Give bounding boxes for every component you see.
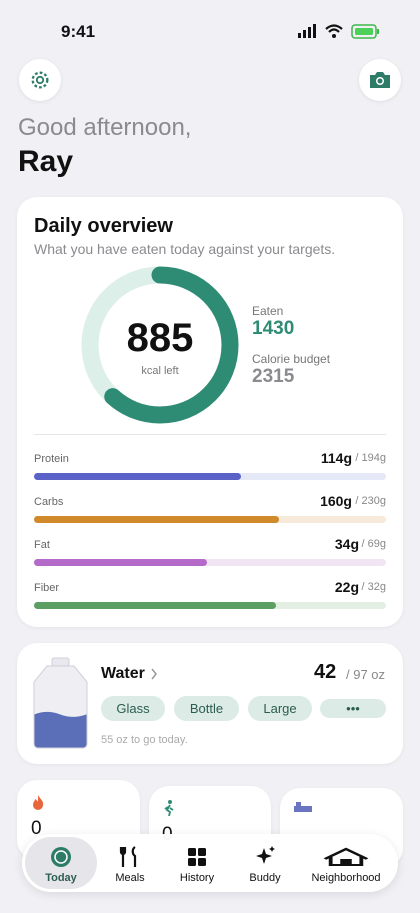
water-hint: 55 oz to go today. <box>101 734 188 746</box>
macro-bar <box>34 473 241 480</box>
tab-icon <box>323 847 369 866</box>
macro-bar <box>34 602 276 609</box>
tab-label: Neighborhood <box>311 872 381 884</box>
macro-amount: 22g <box>334 579 359 595</box>
greeting: Good afternoon, <box>18 114 192 141</box>
macro-amount: 160g <box>320 493 352 509</box>
settings-button[interactable] <box>19 59 61 101</box>
eaten-label: Eaten <box>252 304 284 318</box>
macro-amount: 34g <box>334 536 359 552</box>
tab-label: Buddy <box>249 872 281 884</box>
ring-progress <box>81 266 239 424</box>
user-name: Ray <box>18 145 74 178</box>
tab-icon <box>51 847 71 867</box>
budget-label: Calorie budget <box>252 352 331 366</box>
water-title[interactable]: Water <box>101 665 145 682</box>
macro-bar <box>34 559 208 566</box>
more-button[interactable]: ••• <box>320 699 386 718</box>
eaten-value: 1430 <box>252 318 295 339</box>
macro-track <box>34 473 386 480</box>
macro-bar <box>34 516 279 523</box>
camera-button[interactable] <box>359 59 401 101</box>
macro-target: / 69g <box>361 538 386 550</box>
tab[interactable]: Today <box>25 838 97 888</box>
tab[interactable]: History <box>161 838 233 888</box>
kcal-left-label: kcal left <box>141 365 179 377</box>
macro-track <box>34 602 386 609</box>
tab-icon <box>188 848 206 866</box>
overview-card <box>17 197 403 627</box>
tab-icon <box>256 846 275 864</box>
flame-icon <box>33 795 44 810</box>
tab[interactable]: Meals <box>94 838 166 888</box>
water-amount: 42 <box>314 661 337 683</box>
macro-name: Fat <box>34 539 50 551</box>
budget-value: 2315 <box>252 366 295 387</box>
water-target: / 97 oz <box>346 667 386 682</box>
macro-name: Fiber <box>34 582 60 594</box>
card-title: Daily overview <box>34 215 173 237</box>
macro-track <box>34 516 386 523</box>
kcal-left: 885 <box>126 316 194 360</box>
calorie-ring <box>81 266 239 424</box>
macro-target: / 32g <box>361 581 386 593</box>
macro-target: / 230g <box>355 495 386 507</box>
walk-icon <box>164 800 174 816</box>
tab[interactable]: Buddy <box>229 838 301 888</box>
divider <box>34 434 386 435</box>
tab-icon <box>119 846 137 867</box>
large-button[interactable]: Large <box>248 696 312 721</box>
tab-label: History <box>179 872 215 884</box>
macro-track <box>34 559 386 566</box>
bottle-button[interactable]: Bottle <box>174 696 239 721</box>
status-icons <box>298 24 379 39</box>
bed-icon <box>294 802 312 812</box>
macro-name: Carbs <box>34 496 64 508</box>
macro-amount: 114g <box>320 450 352 466</box>
glass-button[interactable]: Glass <box>101 696 165 721</box>
macro-name: Protein <box>34 453 69 465</box>
macro-target: / 194g <box>355 452 386 464</box>
chevron <box>151 668 157 680</box>
card-subtitle: What you have eaten today against your t… <box>34 241 336 257</box>
tab-label: Meals <box>115 872 145 884</box>
tab-label: Today <box>45 872 77 884</box>
stat-value: 0 <box>31 818 42 839</box>
water-bottle <box>33 657 88 749</box>
tab[interactable]: Neighborhood <box>311 838 381 888</box>
water-level <box>34 711 87 748</box>
status-time: 9:41 <box>61 22 96 41</box>
